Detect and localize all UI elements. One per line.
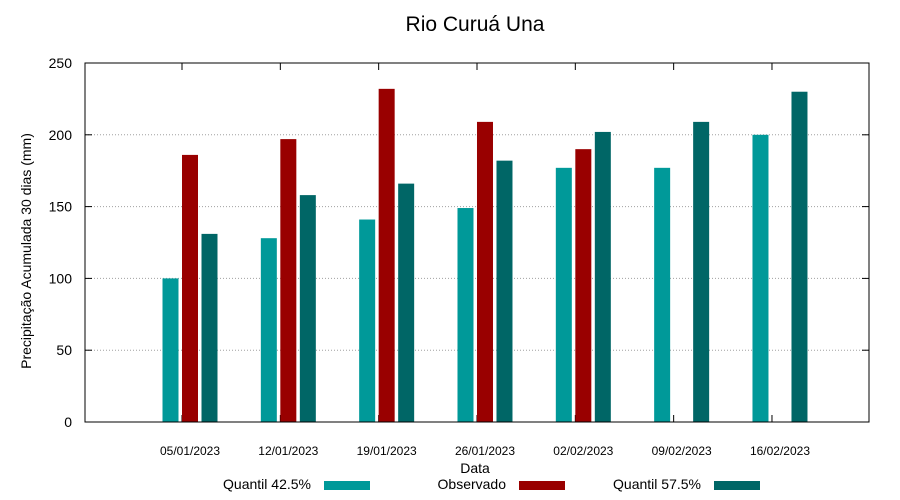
y-tick-label: 250: [49, 55, 73, 71]
bar: [496, 160, 513, 422]
bar: [359, 219, 376, 422]
legend-swatch: [714, 481, 760, 490]
x-tick-label: 05/01/2023: [160, 444, 220, 458]
legend-swatch: [324, 481, 370, 490]
bar: [476, 121, 493, 422]
x-tick-label: 19/01/2023: [357, 444, 417, 458]
bar: [182, 154, 198, 423]
legend-label: Quantil 42.5%: [223, 476, 311, 492]
y-tick-label: 50: [56, 342, 72, 358]
y-tick-label: 150: [49, 199, 73, 215]
bar: [260, 238, 277, 422]
bar: [280, 139, 297, 422]
x-tick-label: 12/01/2023: [258, 444, 318, 458]
chart-title: Rio Curuá Una: [406, 13, 545, 36]
x-tick-label: 09/02/2023: [652, 444, 712, 458]
legend-label: Observado: [438, 476, 507, 492]
bars: [162, 88, 808, 423]
bar: [555, 167, 572, 422]
bar: [162, 278, 179, 422]
x-tick-label: 26/01/2023: [455, 444, 515, 458]
bar: [299, 195, 316, 422]
y-tick-label: 0: [64, 414, 72, 430]
bar: [378, 88, 395, 423]
y-axis-ticks: 0 50 100 150 200 250: [49, 55, 869, 430]
bar: [201, 233, 218, 422]
legend-swatch: [519, 481, 565, 490]
bar: [575, 149, 592, 422]
bar: [654, 167, 671, 422]
bar: [791, 91, 808, 422]
legend-label: Quantil 57.5%: [613, 476, 701, 492]
bar: [398, 183, 415, 422]
plot-frame: [84, 62, 870, 423]
x-axis-label: Data: [460, 460, 490, 476]
legend: Quantil 42.5% Observado Quantil 57.5%: [223, 476, 760, 492]
bar: [457, 208, 474, 422]
bar: [594, 131, 611, 423]
y-tick-label: 100: [49, 270, 73, 286]
x-axis-ticks: 05/01/2023 12/01/2023 19/01/2023 26/01/2023…: [160, 63, 810, 458]
y-tick-label: 200: [49, 127, 73, 143]
x-tick-label: 16/02/2023: [750, 444, 810, 458]
bar: [693, 121, 710, 422]
x-tick-label: 02/02/2023: [553, 444, 613, 458]
bar: [752, 134, 769, 423]
y-axis-label: Precipitação Acumulada 30 dias (mm): [18, 133, 34, 369]
